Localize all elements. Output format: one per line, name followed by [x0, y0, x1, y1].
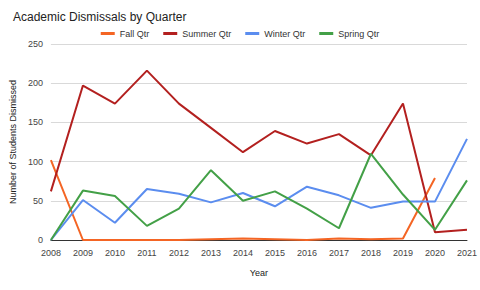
svg-text:2021: 2021: [457, 248, 477, 258]
svg-text:2020: 2020: [425, 248, 445, 258]
svg-text:Fall Qtr: Fall Qtr: [120, 29, 150, 39]
svg-text:50: 50: [33, 196, 43, 206]
svg-text:2012: 2012: [169, 248, 189, 258]
svg-text:Spring Qtr: Spring Qtr: [338, 29, 379, 39]
svg-text:2015: 2015: [265, 248, 285, 258]
svg-text:Year: Year: [250, 268, 268, 278]
svg-text:Academic Dismissals by Quarter: Academic Dismissals by Quarter: [13, 10, 186, 24]
svg-text:Summer Qtr: Summer Qtr: [182, 29, 231, 39]
svg-text:2013: 2013: [201, 248, 221, 258]
svg-text:200: 200: [28, 78, 43, 88]
svg-text:250: 250: [28, 39, 43, 49]
svg-text:Winter Qtr: Winter Qtr: [264, 29, 305, 39]
svg-text:2019: 2019: [393, 248, 413, 258]
svg-text:2011: 2011: [137, 248, 156, 258]
svg-text:2008: 2008: [41, 248, 61, 258]
svg-text:0: 0: [38, 235, 43, 245]
svg-text:2014: 2014: [233, 248, 253, 258]
svg-text:Number of Students Dismissed: Number of Students Dismissed: [8, 80, 18, 204]
svg-text:2018: 2018: [361, 248, 381, 258]
svg-text:2010: 2010: [105, 248, 125, 258]
svg-text:2016: 2016: [297, 248, 317, 258]
svg-text:2017: 2017: [329, 248, 349, 258]
svg-text:150: 150: [28, 117, 43, 127]
svg-text:2009: 2009: [73, 248, 93, 258]
svg-text:100: 100: [28, 157, 43, 167]
